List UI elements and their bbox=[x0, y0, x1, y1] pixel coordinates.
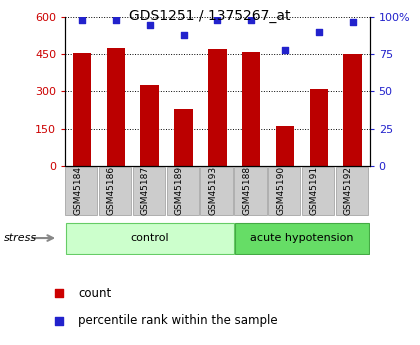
Point bbox=[113, 18, 119, 23]
FancyBboxPatch shape bbox=[200, 167, 233, 215]
Text: stress: stress bbox=[4, 233, 37, 243]
Text: GSM45190: GSM45190 bbox=[276, 166, 285, 215]
FancyBboxPatch shape bbox=[167, 167, 199, 215]
Point bbox=[79, 18, 85, 23]
Point bbox=[248, 18, 255, 23]
Bar bbox=[208, 49, 227, 166]
Bar bbox=[174, 109, 193, 166]
Text: control: control bbox=[130, 233, 169, 243]
FancyBboxPatch shape bbox=[133, 167, 165, 215]
Bar bbox=[310, 89, 328, 166]
Text: GSM45189: GSM45189 bbox=[175, 166, 184, 215]
Text: acute hypotension: acute hypotension bbox=[250, 233, 354, 243]
Point bbox=[282, 47, 289, 53]
Point bbox=[315, 29, 322, 35]
FancyBboxPatch shape bbox=[268, 167, 300, 215]
Text: GSM45188: GSM45188 bbox=[242, 166, 251, 215]
Bar bbox=[344, 54, 362, 166]
FancyBboxPatch shape bbox=[235, 223, 369, 254]
Text: GSM45184: GSM45184 bbox=[73, 166, 82, 215]
Text: GSM45193: GSM45193 bbox=[208, 166, 218, 215]
Bar bbox=[242, 52, 260, 166]
FancyBboxPatch shape bbox=[234, 167, 267, 215]
FancyBboxPatch shape bbox=[336, 167, 368, 215]
FancyBboxPatch shape bbox=[66, 223, 234, 254]
FancyBboxPatch shape bbox=[65, 167, 97, 215]
Text: GSM45192: GSM45192 bbox=[344, 166, 353, 215]
FancyBboxPatch shape bbox=[99, 167, 131, 215]
Point bbox=[56, 318, 63, 324]
Point bbox=[146, 22, 153, 28]
Bar bbox=[276, 126, 294, 166]
Point bbox=[56, 290, 63, 296]
Text: count: count bbox=[78, 287, 111, 300]
Text: GDS1251 / 1375267_at: GDS1251 / 1375267_at bbox=[129, 9, 291, 23]
Bar bbox=[107, 48, 125, 166]
Text: percentile rank within the sample: percentile rank within the sample bbox=[78, 314, 278, 327]
Text: GSM45191: GSM45191 bbox=[310, 166, 319, 215]
Bar bbox=[73, 53, 91, 166]
FancyBboxPatch shape bbox=[302, 167, 334, 215]
Bar bbox=[140, 85, 159, 166]
Point bbox=[214, 18, 221, 23]
Point bbox=[180, 32, 187, 38]
Text: GSM45186: GSM45186 bbox=[107, 166, 116, 215]
Point bbox=[349, 19, 356, 24]
Text: GSM45187: GSM45187 bbox=[141, 166, 150, 215]
